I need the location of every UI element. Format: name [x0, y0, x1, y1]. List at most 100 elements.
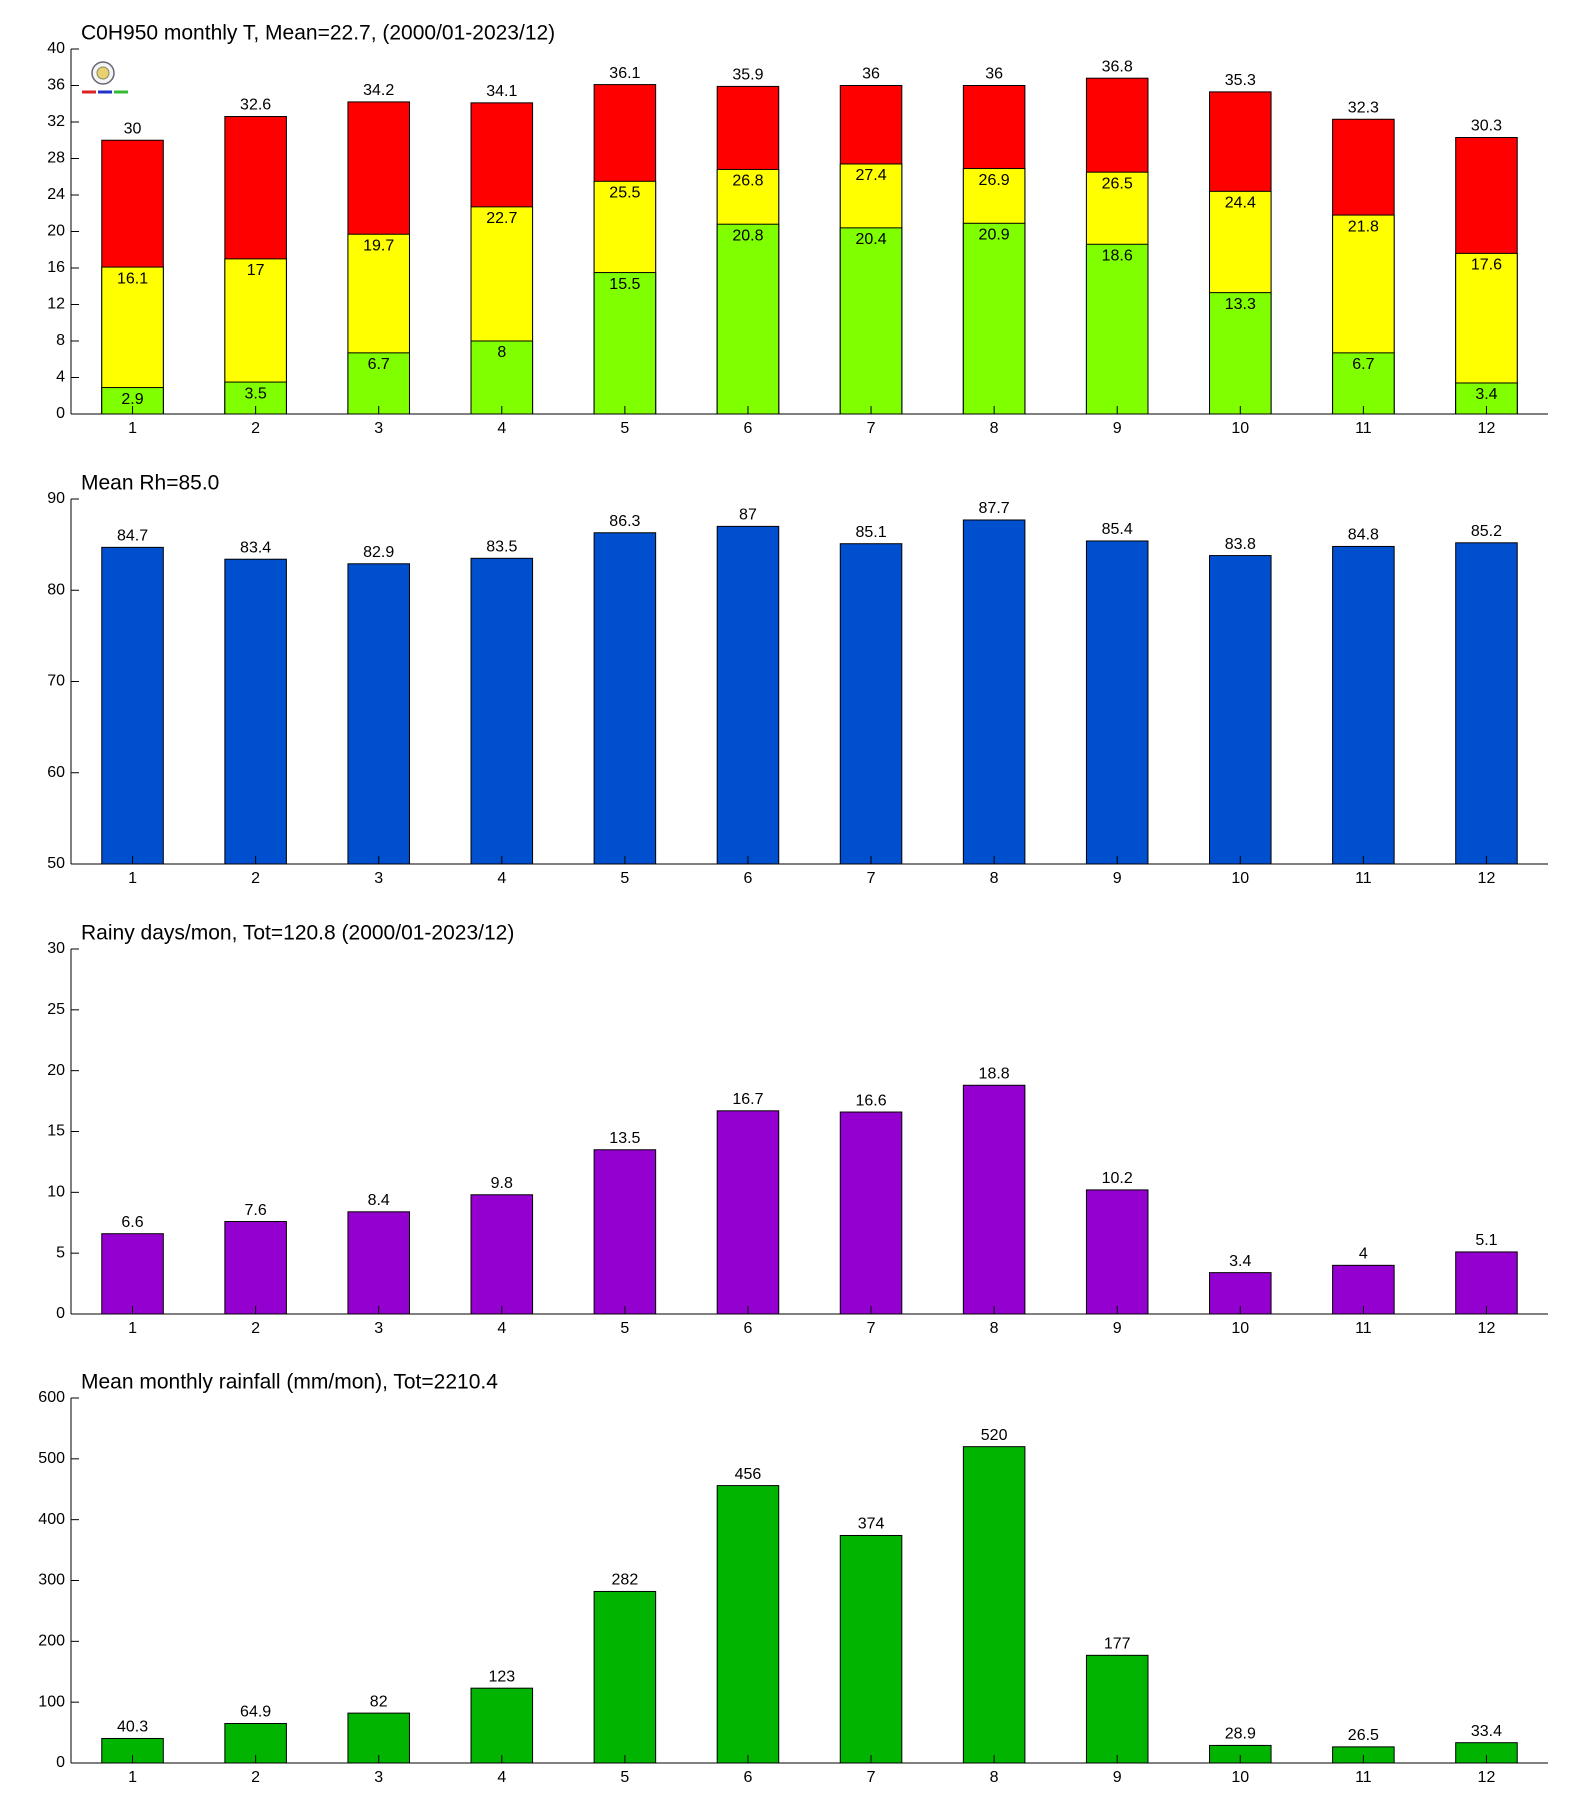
bar	[1209, 555, 1272, 865]
y-tick-label: 15	[47, 1123, 65, 1140]
value-label: 26.5	[1348, 1727, 1379, 1744]
bar	[716, 1110, 780, 1315]
bar	[962, 519, 1026, 865]
bar	[1455, 542, 1518, 865]
value-label: 34.1	[486, 83, 517, 100]
value-label: 9.8	[491, 1175, 513, 1192]
x-tick-label: 10	[1231, 420, 1249, 437]
value-label: 282	[612, 1572, 639, 1589]
x-tick-label: 12	[1478, 1769, 1496, 1786]
y-tick-label: 10	[47, 1184, 65, 1201]
x-tick-label: 2	[251, 1769, 260, 1786]
x-tick-label: 4	[497, 420, 506, 437]
value-label: 64.9	[240, 1704, 271, 1721]
value-label: 7.6	[245, 1202, 267, 1219]
value-label: 18.6	[1102, 247, 1133, 264]
bar	[347, 563, 410, 865]
x-tick-label: 9	[1113, 870, 1122, 887]
value-label: 3.4	[1229, 1253, 1251, 1270]
y-tick-label: 200	[38, 1633, 65, 1650]
x-tick-label: 3	[374, 1320, 383, 1337]
y-tick-label: 4	[56, 369, 65, 386]
x-tick-label: 5	[620, 420, 629, 437]
x-tick-label: 2	[251, 870, 260, 887]
bar	[224, 558, 287, 865]
value-label: 26.8	[732, 173, 763, 190]
value-label: 5.1	[1475, 1232, 1497, 1249]
x-tick-label: 8	[990, 420, 999, 437]
bar	[470, 340, 534, 415]
y-tick-label: 8	[56, 332, 65, 349]
value-label: 25.5	[609, 185, 640, 202]
y-tick-label: 36	[47, 77, 65, 94]
value-label: 21.8	[1348, 218, 1379, 235]
value-label: 85.4	[1102, 521, 1133, 538]
x-tick-label: 1	[128, 870, 137, 887]
value-label: 82.9	[363, 544, 394, 561]
bar	[1085, 540, 1149, 865]
value-label: 24.4	[1225, 195, 1256, 212]
value-label: 10.2	[1102, 1170, 1133, 1187]
value-label: 13.5	[609, 1130, 640, 1147]
x-tick-label: 11	[1355, 1320, 1372, 1337]
value-label: 33.4	[1471, 1723, 1502, 1740]
value-label: 32.6	[240, 97, 271, 114]
value-label: 6.6	[121, 1214, 143, 1231]
value-label: 8.4	[368, 1192, 390, 1209]
y-tick-label: 12	[47, 296, 65, 313]
value-label: 16.1	[117, 270, 148, 287]
x-tick-label: 8	[990, 1769, 999, 1786]
x-tick-label: 10	[1231, 1320, 1249, 1337]
x-tick-label: 9	[1113, 1769, 1122, 1786]
x-tick-label: 9	[1113, 1320, 1122, 1337]
value-label: 83.4	[240, 539, 271, 556]
x-tick-label: 10	[1231, 1769, 1249, 1786]
value-label: 6.7	[1352, 356, 1374, 373]
x-tick-label: 6	[744, 420, 753, 437]
y-tick-label: 100	[38, 1693, 65, 1710]
chart-title: Mean monthly rainfall (mm/mon), Tot=2210…	[81, 1371, 498, 1394]
x-tick-label: 12	[1478, 1320, 1496, 1337]
value-label: 20.8	[732, 227, 763, 244]
value-label: 17	[247, 262, 265, 279]
bar	[839, 543, 903, 865]
bar	[593, 272, 657, 415]
value-label: 20.9	[979, 227, 1010, 244]
bar	[839, 1111, 903, 1315]
y-tick-label: 20	[47, 223, 65, 240]
value-label: 32.3	[1348, 99, 1379, 116]
value-label: 34.2	[363, 82, 394, 99]
value-label: 26.9	[979, 172, 1010, 189]
value-label: 456	[735, 1466, 762, 1483]
value-label: 2.9	[121, 391, 143, 408]
value-label: 83.5	[486, 539, 517, 556]
x-tick-label: 5	[620, 1320, 629, 1337]
y-tick-label: 20	[47, 1062, 65, 1079]
x-tick-label: 12	[1478, 870, 1496, 887]
value-label: 86.3	[609, 513, 640, 530]
x-tick-label: 9	[1113, 420, 1122, 437]
bar	[716, 525, 780, 865]
x-tick-label: 11	[1355, 420, 1372, 437]
bar	[593, 1149, 657, 1315]
x-tick-label: 3	[374, 420, 383, 437]
x-tick-label: 2	[251, 420, 260, 437]
bar	[716, 223, 780, 415]
bar	[470, 557, 534, 865]
value-label: 35.9	[732, 67, 763, 84]
x-tick-label: 4	[497, 1769, 506, 1786]
value-label: 16.6	[855, 1092, 886, 1109]
value-label: 83.8	[1225, 536, 1256, 553]
bar	[962, 1446, 1026, 1764]
bar	[839, 227, 903, 415]
bar	[347, 1211, 410, 1315]
x-tick-label: 6	[744, 1769, 753, 1786]
value-label: 22.7	[486, 210, 517, 227]
y-tick-label: 30	[47, 940, 65, 957]
value-label: 36	[985, 66, 1003, 83]
value-label: 6.7	[368, 356, 390, 373]
value-label: 8	[497, 344, 506, 361]
bar	[101, 546, 164, 865]
value-label: 17.6	[1471, 257, 1502, 274]
x-tick-label: 5	[620, 1769, 629, 1786]
